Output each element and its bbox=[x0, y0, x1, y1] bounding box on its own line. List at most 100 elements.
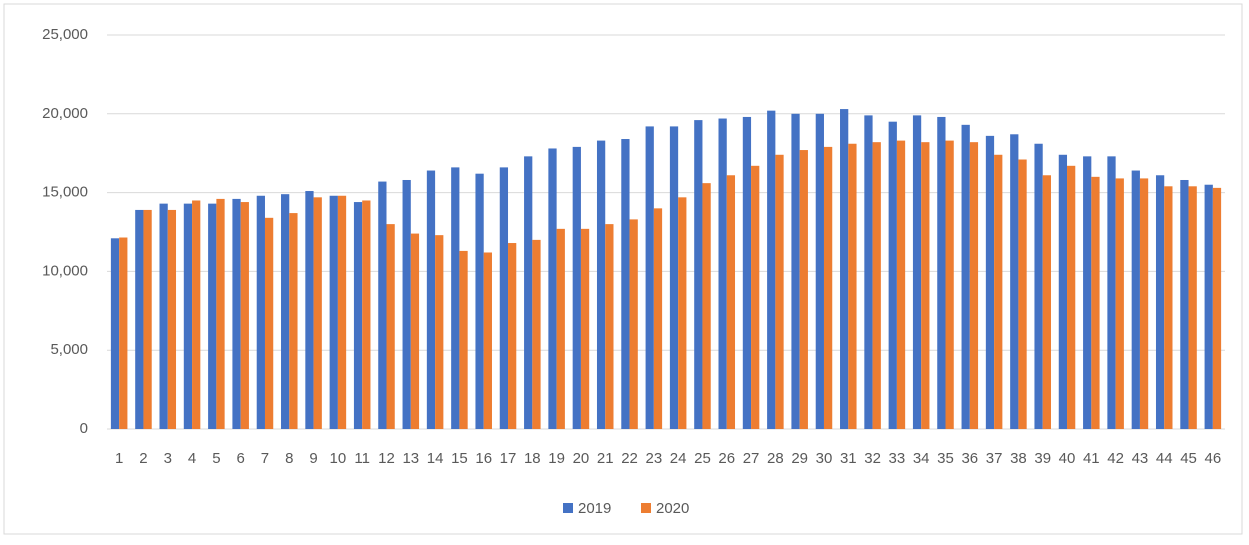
x-tick-label: 36 bbox=[961, 450, 978, 467]
bar bbox=[451, 167, 460, 429]
bar bbox=[653, 208, 663, 429]
x-tick-label: 33 bbox=[889, 450, 906, 467]
x-tick-label: 31 bbox=[840, 450, 857, 467]
x-tick-label: 20 bbox=[573, 450, 590, 467]
y-tick-label: 0 bbox=[80, 420, 88, 437]
x-tick-label: 43 bbox=[1132, 450, 1149, 467]
x-tick-label: 29 bbox=[791, 450, 808, 467]
x-tick-label: 34 bbox=[913, 450, 930, 467]
x-tick-label: 18 bbox=[524, 450, 541, 467]
bar bbox=[1107, 156, 1116, 430]
bar bbox=[1034, 143, 1043, 429]
bar bbox=[240, 202, 249, 429]
x-tick-label: 28 bbox=[767, 450, 784, 467]
bar bbox=[110, 238, 120, 429]
bar bbox=[1058, 154, 1068, 429]
bar bbox=[281, 194, 290, 429]
legend-label: 2019 bbox=[578, 500, 611, 517]
bar bbox=[1204, 184, 1213, 429]
bar bbox=[1091, 176, 1100, 429]
bar bbox=[1180, 179, 1189, 429]
bar bbox=[1188, 186, 1197, 429]
legend-swatch bbox=[641, 503, 651, 513]
bar bbox=[524, 156, 533, 430]
x-tick-label: 41 bbox=[1083, 450, 1100, 467]
x-tick-label: 45 bbox=[1180, 450, 1197, 467]
bar bbox=[1083, 156, 1092, 430]
bar bbox=[475, 173, 484, 429]
bar bbox=[232, 198, 241, 429]
y-tick-label: 25,000 bbox=[42, 26, 88, 43]
legend-label: 2020 bbox=[656, 500, 689, 517]
bar bbox=[718, 118, 727, 429]
bar bbox=[378, 181, 387, 429]
x-tick-label: 17 bbox=[500, 450, 517, 467]
bar bbox=[791, 113, 800, 430]
bar bbox=[183, 203, 193, 429]
bar bbox=[410, 233, 420, 429]
x-tick-label: 25 bbox=[694, 450, 711, 467]
bar bbox=[1131, 170, 1140, 429]
x-tick-label: 24 bbox=[670, 450, 687, 467]
bar bbox=[353, 202, 363, 429]
bar bbox=[1155, 175, 1165, 429]
bar bbox=[694, 120, 703, 429]
x-tick-label: 19 bbox=[548, 450, 565, 467]
bar bbox=[264, 217, 274, 429]
bar bbox=[1164, 186, 1173, 429]
x-tick-label: 38 bbox=[1010, 450, 1027, 467]
bar bbox=[596, 140, 606, 430]
bar bbox=[1010, 134, 1019, 429]
bar bbox=[1139, 178, 1149, 429]
x-tick-label: 14 bbox=[427, 450, 444, 467]
x-tick-label: 37 bbox=[986, 450, 1003, 467]
bar bbox=[629, 219, 638, 429]
bar bbox=[1212, 187, 1222, 429]
x-tick-label: 12 bbox=[378, 450, 395, 467]
bar bbox=[994, 154, 1003, 429]
bar bbox=[159, 203, 168, 429]
x-tick-label: 10 bbox=[330, 450, 347, 467]
x-tick-label: 9 bbox=[309, 450, 317, 467]
bar bbox=[483, 252, 492, 429]
bar bbox=[621, 139, 630, 430]
y-tick-label: 10,000 bbox=[42, 262, 88, 279]
bar bbox=[572, 146, 581, 429]
bar bbox=[508, 243, 517, 429]
x-tick-label: 46 bbox=[1205, 450, 1222, 467]
bar bbox=[1018, 159, 1027, 429]
bar bbox=[256, 195, 265, 429]
x-tick-label: 4 bbox=[188, 450, 196, 467]
x-tick-label: 21 bbox=[597, 450, 614, 467]
bar bbox=[402, 179, 411, 429]
bar bbox=[823, 146, 833, 429]
bar bbox=[645, 126, 654, 430]
bar bbox=[135, 209, 144, 429]
x-tick-label: 39 bbox=[1034, 450, 1051, 467]
bar bbox=[937, 116, 946, 430]
bar bbox=[435, 235, 444, 429]
x-tick-label: 26 bbox=[718, 450, 735, 467]
x-tick-label: 23 bbox=[646, 450, 663, 467]
bar bbox=[167, 209, 177, 429]
bar bbox=[362, 200, 371, 429]
bar bbox=[1115, 178, 1124, 429]
x-tick-label: 7 bbox=[261, 450, 269, 467]
bar bbox=[888, 121, 897, 430]
bar bbox=[1067, 165, 1076, 430]
bar bbox=[386, 224, 395, 429]
x-tick-label: 3 bbox=[164, 450, 172, 467]
bar bbox=[289, 213, 298, 429]
y-tick-label: 5,000 bbox=[50, 341, 88, 358]
x-tick-label: 6 bbox=[237, 450, 245, 467]
x-tick-label: 44 bbox=[1156, 450, 1173, 467]
bar bbox=[216, 198, 225, 429]
bar bbox=[143, 209, 152, 429]
bar bbox=[969, 142, 979, 429]
bar bbox=[848, 143, 857, 429]
bar bbox=[799, 150, 808, 429]
x-tick-label: 42 bbox=[1107, 450, 1124, 467]
y-tick-label: 15,000 bbox=[42, 184, 88, 201]
bar bbox=[775, 154, 784, 429]
bar bbox=[556, 228, 565, 429]
